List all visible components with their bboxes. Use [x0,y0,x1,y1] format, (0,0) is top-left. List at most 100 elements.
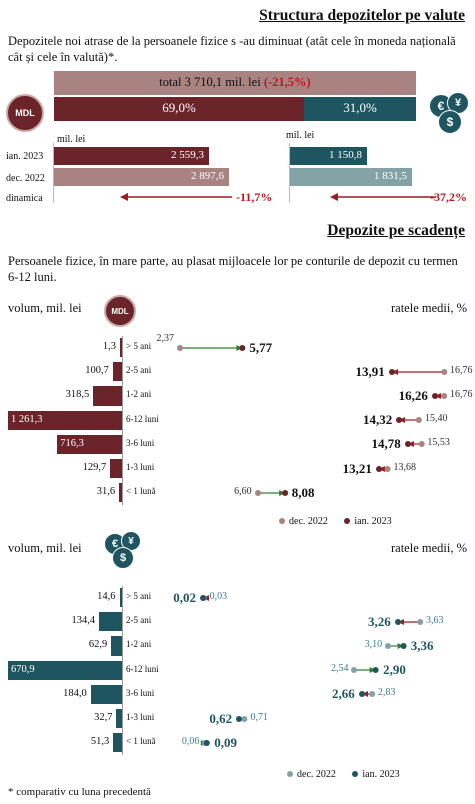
dollar-coin-small-icon: $ [112,547,134,569]
legend-dec-label: dec. 2022 [297,769,336,780]
mdl-share-label: 69,0% [162,100,196,115]
rate-change-arrow [358,691,375,698]
rate-point-jan [400,643,407,649]
volume-value: 670,9 [11,663,35,675]
volume-value: 100,7 [85,365,109,377]
rate-point-dec [440,368,447,375]
category-label: > 5 ani [126,341,152,351]
rate-point-dec [254,489,261,496]
volume-bar [90,684,122,704]
rate-value-jan: 16,26 [398,388,428,403]
rate-point-jan [396,417,403,424]
category-label: 1-3 luni [126,712,155,722]
category-label: < 1 lună [126,736,156,747]
mdl-dec-value: 2 897,6 [191,170,224,182]
rate-value-dec: 0,03 [209,590,228,602]
s1-right-axis [289,143,290,203]
rate-change-arrow [375,465,391,472]
category-label: 1-2 ani [126,639,152,650]
volume-axis [122,336,123,506]
fx-jan-bar [290,147,367,165]
rate-point-dec [384,465,391,472]
row-label-dec: dec. 2022 [6,173,45,184]
volume-bar [110,459,122,479]
category-label: 6-12 luni [126,413,159,424]
category-label: < 1 lună [126,486,156,497]
rate-point-jan [281,489,288,496]
mdl-badge-text: MDL [15,108,35,118]
rate-point-dec [416,618,423,625]
rate-point-jan [358,691,365,698]
fx-share-bar [304,97,416,121]
rate-point-dec [416,417,423,424]
rate-point-jan [404,441,411,448]
rate-value-jan: 0,09 [214,734,237,750]
category-label: 1-3 luni [126,462,155,472]
mdl-dynamics-arrow-icon [120,193,232,201]
s1-left-axis [53,143,54,203]
legend-dec-label: dec. 2022 [289,516,328,527]
section1-title: Structura depozitelor pe valute [259,7,465,24]
rate-change-arrow [201,739,211,746]
rate-change-arrow [385,643,407,649]
rate-value-dec: 15,53 [427,437,450,449]
volume-value: 1 261,3 [11,413,43,425]
rate-point-dec [385,643,392,649]
mdl-jan-bar [54,147,209,165]
rate-value-dec: 0,71 [250,711,268,723]
rate-point-jan [388,368,395,375]
rate-value-dec: 3,10 [364,639,383,650]
rate-change-arrow [236,715,248,722]
rate-value-dec: 13,68 [393,461,416,473]
rate-point-dec [440,393,447,399]
rate-value-dec: 0,06 [181,735,200,747]
rate-change-arrow [254,489,288,496]
fx-share-label: 31,0% [343,100,377,115]
fx-rate-label: ratele medii, % [390,541,467,555]
legend-dec-dot-icon [279,518,285,524]
rate-value-jan: 3,26 [368,613,391,629]
mdl-rate-label: ratele medii, % [390,301,467,315]
rate-point-jan [239,344,246,351]
rate-point-dec [351,667,358,674]
fx-volume-label: volum, mil. lei [8,541,82,555]
dollar-coin-icon: $ [438,110,462,134]
volume-bar [120,338,122,358]
mdl-badge-icon: MDL [6,94,44,132]
mdl-badge-small-text: MDL [111,306,129,316]
volume-value: 51,3 [90,736,110,748]
category-label: 3-6 luni [126,437,155,448]
volume-value: 14,6 [97,591,116,602]
legend-dec-dot-icon [287,771,293,777]
rate-value-jan: 2,90 [383,662,406,678]
rate-point-dec [368,691,375,698]
fx-dec-value: 1 831,5 [374,170,407,182]
volume-bar [111,636,122,656]
volume-value: 1,3 [102,341,116,352]
mdl-dec-bar [54,168,229,186]
section2-title: Depozite pe scadențe [327,222,465,239]
mdl-dynamics-value: -11,7% [236,190,273,204]
rate-point-dec [177,344,183,351]
mdl-legend: dec. 2022 ian. 2023 [279,516,392,527]
rate-value-jan: 0,62 [209,710,233,726]
rate-point-jan [431,393,438,399]
volume-bar [8,660,122,680]
rate-value-dec: 2,37 [156,332,175,344]
mdl-badge-small-icon: MDL [104,295,136,327]
rate-value-dec: 16,76 [450,389,473,400]
fx-legend: dec. 2022 ian. 2023 [287,769,400,780]
category-label: 2-5 ani [126,365,152,376]
legend-jan-dot-icon [344,518,351,524]
rate-point-jan [200,594,206,601]
rate-value-dec: 2,83 [377,687,396,699]
volume-value: 31,6 [96,486,116,498]
rate-change-arrow [200,594,209,601]
rate-change-arrow [388,368,447,375]
volume-value: 318,5 [65,389,90,401]
rate-point-jan [375,465,382,472]
section2-text: Persoanele fizice, în mare parte, au pla… [8,254,458,284]
rate-point-jan [373,667,380,674]
volume-value: 134,4 [71,615,96,627]
unit-right: mil. lei [286,130,315,141]
